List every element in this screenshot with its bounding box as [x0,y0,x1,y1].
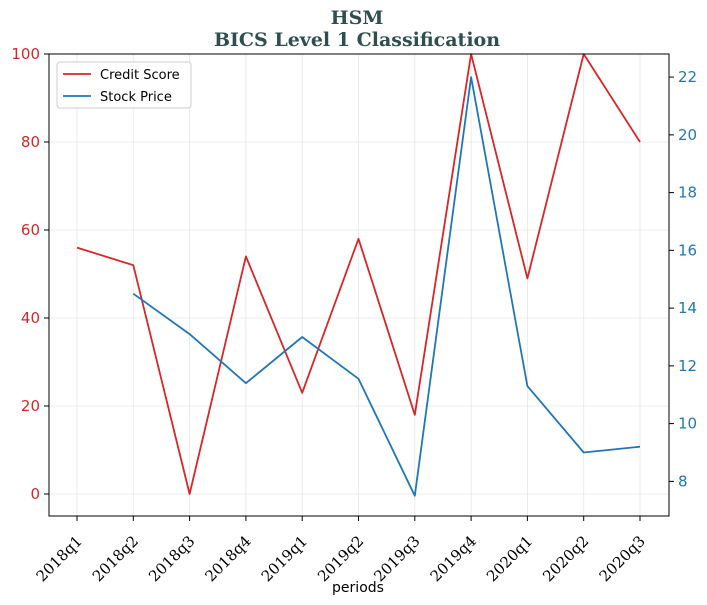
x-tick-label: 2019q1 [258,532,311,585]
x-tick-label: 2020q1 [483,532,536,585]
x-axis: 2018q1 2018q2 2018q3 2018q4 2019q1 2019q2 2019… [33,516,649,585]
x-tick-label: 2018q4 [201,532,254,585]
stock-price-line [132,76,641,497]
legend-label-stock-price: Stock Price [100,90,172,105]
right-tick-label: 20 [678,126,697,144]
left-tick-label: 100 [11,45,40,63]
right-tick-label: 14 [678,299,697,317]
chart-title: HSM [331,7,384,29]
left-tick-label: 20 [21,397,40,415]
right-tick-label: 16 [678,241,697,259]
legend: Credit Score Stock Price [56,61,192,109]
left-tick-label: 60 [21,221,40,239]
x-tick-label: 2018q1 [33,532,86,585]
x-tick-label: 2020q3 [596,532,649,585]
x-tick-label: 2018q2 [89,532,142,585]
x-tick-label: 2019q4 [427,532,480,585]
right-tick-label: 22 [678,68,697,86]
x-axis-label: periods [332,580,384,596]
right-tick-label: 8 [678,472,688,490]
plot-frame [48,53,670,517]
x-tick-label: 2019q2 [314,532,367,585]
right-tick-label: 18 [678,184,697,202]
x-tick-label: 2018q3 [145,532,198,585]
x-tick-label: 2020q2 [539,532,592,585]
credit-score-line [76,53,641,495]
right-tick-label: 12 [678,357,697,375]
x-tick-label: 2019q3 [370,532,423,585]
left-tick-label: 80 [21,133,40,151]
right-tick-label: 10 [678,415,697,433]
left-tick-label: 0 [30,485,40,503]
right-axis: 8 10 12 14 16 18 20 22 [669,68,697,490]
chart-subtitle: BICS Level 1 Classification [214,29,500,51]
left-tick-label: 40 [21,309,40,327]
series-layer [76,53,641,497]
left-axis: 0 20 40 60 80 100 [11,45,49,503]
grid [49,53,669,516]
legend-label-credit-score: Credit Score [100,68,180,83]
